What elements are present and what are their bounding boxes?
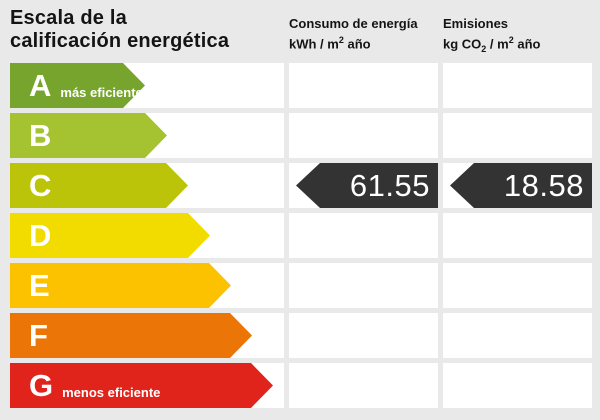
scale-arrow-c: C	[10, 163, 188, 208]
grade-letter-a: A	[29, 68, 52, 103]
consumption-value-arrow: 61.55	[296, 163, 438, 208]
emissions-value-arrow: 18.58	[450, 163, 592, 208]
scale-arrow-f: F	[10, 313, 252, 358]
scale-cell-g: G menos eficiente	[10, 363, 284, 408]
emissions-value: 18.58	[503, 167, 584, 203]
consumption-cell-b	[289, 113, 438, 158]
consumption-header-title: Consumo de energía	[289, 16, 418, 31]
title-line-1: Escala de la	[10, 7, 127, 29]
scale-cell-e: E	[10, 263, 284, 308]
scale-cell-f: F	[10, 313, 284, 358]
scale-cell-a: A más eficiente	[10, 63, 284, 108]
consumption-cell-f	[289, 313, 438, 358]
consumption-cell-a	[289, 63, 438, 108]
consumption-cell-e	[289, 263, 438, 308]
consumption-column-header: Consumo de energía kWh / m2 año	[289, 15, 439, 52]
consumption-cell-g	[289, 363, 438, 408]
consumption-header-unit: kWh / m2 año	[289, 35, 371, 52]
consumption-cell-d	[289, 213, 438, 258]
emissions-header-title: Emisiones	[443, 16, 509, 31]
title-line-2: calificación energética	[10, 30, 230, 52]
rating-grid: A más eficiente B C D	[10, 63, 592, 408]
scale-cell-d: D	[10, 213, 284, 258]
grade-label-a: más eficiente	[60, 85, 143, 100]
grade-letter-b: B	[29, 118, 52, 153]
emissions-cell-d	[443, 213, 592, 258]
grade-letter-d: D	[29, 218, 52, 253]
grade-letter-c: C	[29, 168, 52, 203]
scale-arrow-e: E	[10, 263, 231, 308]
scale-arrow-a: A más eficiente	[10, 63, 145, 108]
scale-arrow-d: D	[10, 213, 210, 258]
scale-cell-b: B	[10, 113, 284, 158]
emissions-cell-b	[443, 113, 592, 158]
emissions-header-unit: kg CO2 / m2 año	[443, 35, 541, 54]
page-title: Escala de la calificación energética	[10, 7, 229, 53]
grade-letter-f: F	[29, 318, 48, 353]
consumption-value: 61.55	[349, 167, 430, 203]
scale-arrow-g: G menos eficiente	[10, 363, 273, 408]
scale-arrow-b: B	[10, 113, 167, 158]
emissions-cell-f	[443, 313, 592, 358]
grade-letter-e: E	[29, 268, 50, 303]
emissions-cell-g	[443, 363, 592, 408]
emissions-cell-e	[443, 263, 592, 308]
emissions-column-header: Emisiones kg CO2 / m2 año	[443, 15, 593, 58]
grade-letter-g: G	[29, 368, 54, 403]
emissions-cell-a	[443, 63, 592, 108]
grade-label-g: menos eficiente	[62, 385, 161, 400]
scale-cell-c: C	[10, 163, 284, 208]
